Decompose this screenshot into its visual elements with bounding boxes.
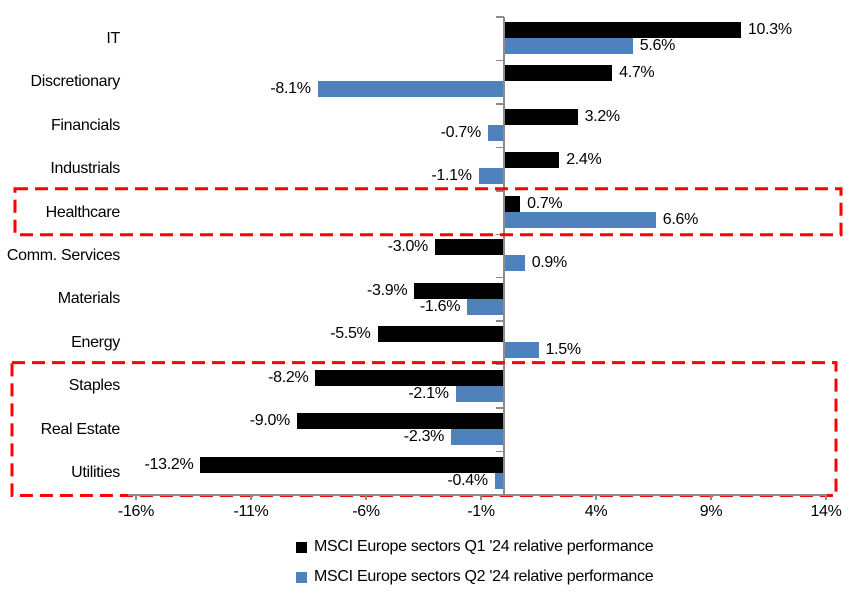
legend-swatch-q1-icon: [296, 541, 307, 553]
legend-item-q2: MSCI Europe sectors Q2 '24 relative perf…: [296, 567, 654, 587]
bar-q1-it: [504, 22, 741, 38]
x-axis-label-11: -11%: [233, 503, 269, 520]
bar-q2-materials: [467, 298, 504, 315]
legend-item-q1: MSCI Europe sectors Q1 '24 relative perf…: [296, 537, 654, 557]
legend-label-q2: MSCI Europe sectors Q2 '24 relative perf…: [314, 568, 654, 585]
value-label-q2-discretionary: -8.1%: [270, 80, 311, 98]
row-tick: [496, 363, 504, 366]
bar-q1-comm-services: [435, 239, 504, 256]
x-axis-tick: [365, 494, 367, 500]
value-label-q2-materials: -1.6%: [419, 297, 461, 315]
category-label-it: IT: [106, 29, 120, 47]
x-axis-tick: [135, 494, 137, 500]
value-label-q1-discretionary: 4.7%: [619, 64, 655, 82]
row-tick: [496, 190, 504, 192]
category-label-utilities: Utilities: [71, 464, 120, 482]
bar-q2-real-estate: [451, 429, 504, 446]
bar-q1-financials: [504, 108, 578, 125]
value-label-q2-energy: 1.5%: [545, 341, 582, 359]
x-axis-label-1: -1%: [467, 503, 495, 520]
value-label-q2-financials: -0.7%: [440, 123, 482, 141]
vertical-axis-line: [503, 17, 505, 495]
legend-label-q1: MSCI Europe sectors Q1 '24 relative perf…: [314, 538, 654, 555]
value-label-q1-comm-services: -3.0%: [387, 238, 429, 256]
bar-q2-discretionary: [317, 81, 504, 98]
row-tick: [496, 103, 504, 105]
bar-q1-staples: [315, 369, 504, 386]
category-label-comm-services: Comm. Services: [6, 246, 120, 264]
x-axis-tick: [825, 494, 827, 500]
row-tick: [496, 146, 504, 149]
row-tick: [496, 407, 504, 409]
value-label-q2-comm-services: 0.9%: [531, 254, 568, 272]
legend-swatch-q2-icon: [296, 571, 307, 583]
bar-q2-comm-services: [504, 255, 525, 272]
x-axis-tick: [710, 494, 712, 500]
bar-q2-energy: [504, 342, 539, 359]
category-label-industrials: Industrials: [50, 160, 120, 178]
value-label-q1-healthcare: 0.7%: [527, 194, 563, 212]
value-label-q1-utilities: -13.2%: [144, 455, 194, 473]
bar-q1-industrials: [504, 152, 560, 169]
row-tick: [496, 59, 504, 62]
x-axis-tick: [595, 494, 597, 500]
highlight-box-healthcare: [13, 187, 843, 237]
category-label-materials: Materials: [57, 290, 121, 308]
value-label-q2-healthcare: 6.6%: [662, 210, 699, 228]
value-label-q1-real-estate: -9.0%: [249, 412, 291, 430]
bar-q1-utilities: [200, 456, 504, 473]
x-axis-tick: [250, 494, 252, 500]
value-label-q2-industrials: -1.1%: [431, 167, 472, 185]
category-label-staples: Staples: [68, 377, 121, 395]
value-label-q1-it: 10.3%: [747, 21, 792, 38]
category-label-healthcare: Healthcare: [45, 203, 121, 221]
bar-q2-industrials: [478, 168, 504, 185]
category-label-discretionary: Discretionary: [30, 73, 121, 91]
bar-q1-discretionary: [504, 65, 613, 82]
category-label-energy: Energy: [71, 333, 120, 351]
value-label-q1-staples: -8.2%: [268, 368, 309, 386]
horizontal-axis-line: [128, 494, 827, 496]
bar-q2-financials: [487, 124, 504, 141]
value-label-q2-staples: -2.1%: [408, 384, 449, 402]
x-axis-label-14: 14%: [810, 503, 842, 520]
bar-q2-healthcare: [504, 211, 656, 228]
value-label-q2-utilities: -0.4%: [447, 471, 489, 489]
category-label-financials: Financials: [50, 116, 120, 134]
value-label-q1-materials: -3.9%: [367, 281, 408, 299]
row-tick: [496, 276, 504, 279]
row-tick: [496, 16, 504, 18]
value-label-q1-financials: 3.2%: [584, 107, 621, 125]
value-label-q1-energy: -5.5%: [330, 325, 371, 343]
bar-q1-materials: [414, 282, 504, 299]
row-tick: [496, 320, 504, 322]
bar-q1-energy: [377, 326, 504, 343]
x-axis-label-4: 4%: [584, 503, 608, 520]
value-label-q1-industrials: 2.4%: [566, 151, 602, 169]
value-label-q2-real-estate: -2.3%: [403, 428, 445, 446]
bar-q1-healthcare: [504, 195, 521, 212]
x-axis-label-6: -6%: [352, 503, 380, 520]
bar-q1-real-estate: [297, 413, 504, 430]
bar-q2-it: [504, 38, 633, 54]
x-axis-label-9: 9%: [699, 503, 723, 520]
x-axis-label-16: -16%: [117, 503, 155, 520]
value-label-q2-it: 5.6%: [639, 37, 676, 54]
bar-q2-staples: [455, 385, 504, 402]
x-axis-tick: [480, 494, 482, 500]
row-tick: [496, 450, 504, 453]
category-label-real-estate: Real Estate: [40, 420, 121, 438]
row-tick: [496, 233, 504, 235]
